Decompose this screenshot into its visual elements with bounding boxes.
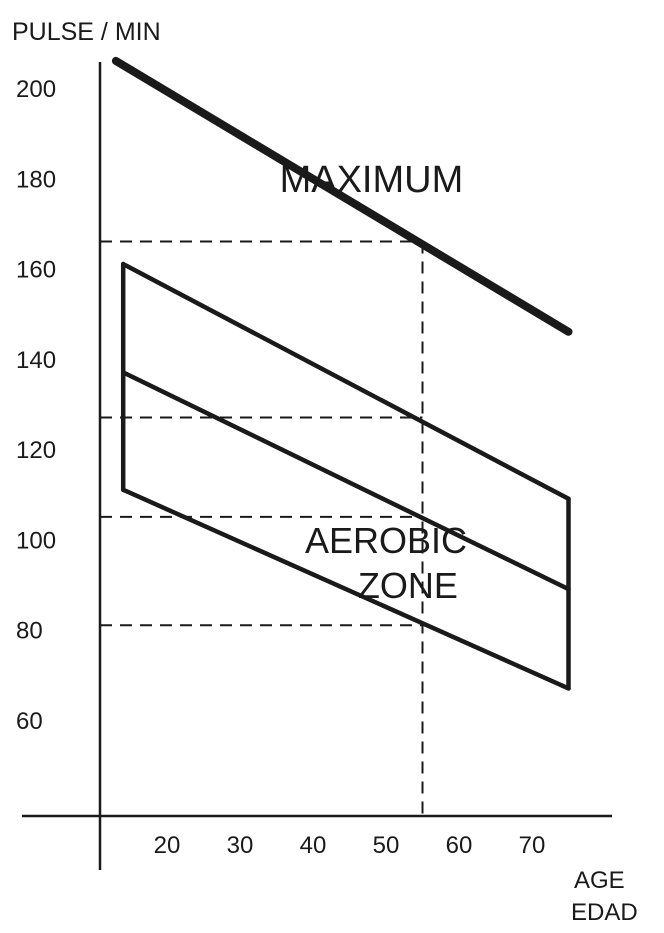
x-tick-label: 20	[154, 832, 181, 859]
x-axis-label-line-1: AGE	[574, 867, 625, 894]
x-axis-label-line-2: EDAD	[571, 899, 638, 926]
y-tick-label: 120	[16, 437, 56, 464]
annotation-aerobic: AEROBIC	[305, 520, 467, 561]
axes	[22, 62, 612, 870]
x-tick-label: 60	[446, 832, 473, 859]
y-tick-label: 160	[16, 257, 56, 284]
tick-labels: 60 80 100 120 140 160 180 200 20 30 40 50 60 70	[16, 76, 545, 859]
annotation-zone: ZONE	[358, 565, 458, 606]
zone-line-2	[120, 370, 571, 592]
annotation-maximum: MAXIMUM	[280, 159, 464, 201]
y-tick-label: 140	[16, 347, 56, 374]
x-tick-label: 70	[519, 832, 546, 859]
series-lines	[111, 56, 573, 691]
zone-line-1	[120, 261, 571, 502]
x-tick-label: 40	[300, 832, 327, 859]
y-tick-label: 100	[16, 527, 56, 554]
reference-lines	[100, 240, 424, 816]
y-tick-label: 60	[16, 708, 43, 735]
y-tick-label: 80	[16, 618, 43, 645]
x-tick-label: 30	[227, 832, 254, 859]
y-tick-label: 200	[16, 76, 56, 103]
y-axis-label: PULSE / MIN	[12, 18, 161, 46]
y-tick-label: 180	[16, 166, 56, 193]
zone-line-3	[120, 487, 571, 691]
x-tick-label: 50	[373, 832, 400, 859]
chart-labels: PULSE / MIN AGE EDAD	[12, 18, 638, 926]
series-line-maximum	[111, 56, 573, 336]
